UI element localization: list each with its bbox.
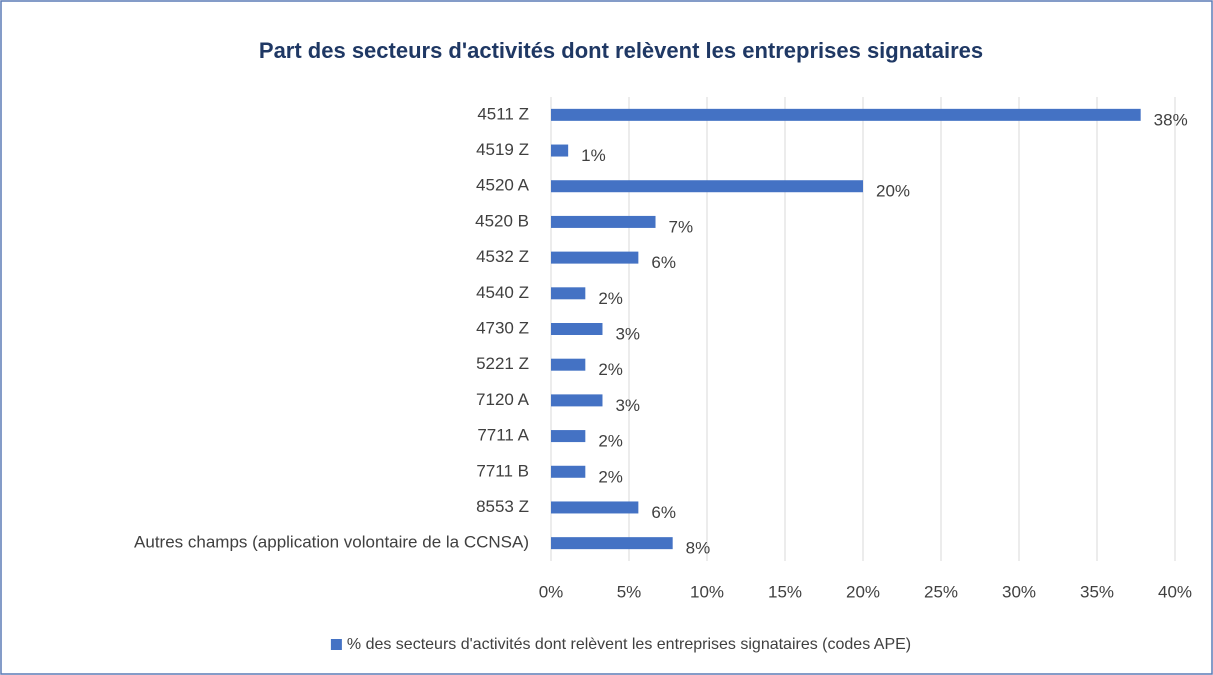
y-tick-label: 7711 B [476, 461, 529, 480]
bar [551, 358, 586, 371]
bar [551, 465, 586, 478]
legend-label: % des secteurs d'activités dont relèvent… [347, 636, 911, 653]
bar [551, 144, 569, 157]
legend-swatch [330, 639, 342, 650]
data-label: 2% [598, 289, 623, 308]
x-tick-label: 5% [617, 582, 642, 601]
bar [551, 430, 586, 443]
y-tick-label: 8553 Z [476, 497, 529, 516]
data-label: 38% [1154, 110, 1188, 129]
y-tick-label: 4532 Z [476, 247, 529, 266]
x-tick-label: 25% [924, 582, 958, 601]
y-tick-label: 4730 Z [476, 318, 529, 337]
y-tick-label: 7711 A [477, 426, 529, 445]
x-tick-label: 30% [1002, 582, 1036, 601]
y-tick-label: 4520 A [476, 176, 530, 195]
bar [551, 108, 1141, 121]
bar [551, 287, 586, 300]
y-tick-label: 4540 Z [476, 283, 529, 302]
bar [551, 215, 656, 228]
data-label: 7% [669, 217, 694, 236]
bar [551, 394, 603, 407]
data-label: 1% [581, 146, 606, 165]
x-tick-label: 40% [1158, 582, 1192, 601]
bar [551, 251, 639, 264]
y-tick-label: 4519 Z [476, 140, 529, 159]
bar [551, 180, 863, 193]
data-label: 6% [651, 253, 676, 272]
x-tick-label: 10% [690, 582, 724, 601]
data-label: 2% [598, 467, 623, 486]
x-tick-label: 0% [539, 582, 564, 601]
bar [551, 323, 603, 335]
y-tick-label: 7120 A [476, 390, 530, 409]
data-label: 2% [598, 432, 623, 451]
data-label: 2% [598, 360, 623, 379]
x-tick-label: 15% [768, 582, 802, 601]
data-label: 3% [615, 324, 640, 343]
bar [551, 501, 639, 514]
y-tick-label: 4520 B [475, 211, 529, 230]
x-tick-label: 20% [846, 582, 880, 601]
data-label: 3% [615, 396, 640, 415]
y-tick-label: 5221 Z [476, 354, 529, 373]
bar [551, 537, 673, 550]
data-label: 8% [686, 539, 711, 558]
chart-title: Part des secteurs d'activités dont relèv… [259, 38, 983, 63]
y-tick-label: Autres champs (application volontaire de… [134, 533, 529, 552]
y-tick-label: 4511 Z [477, 104, 529, 123]
x-tick-label: 35% [1080, 582, 1114, 601]
data-label: 20% [876, 182, 910, 201]
data-label: 6% [651, 503, 676, 522]
